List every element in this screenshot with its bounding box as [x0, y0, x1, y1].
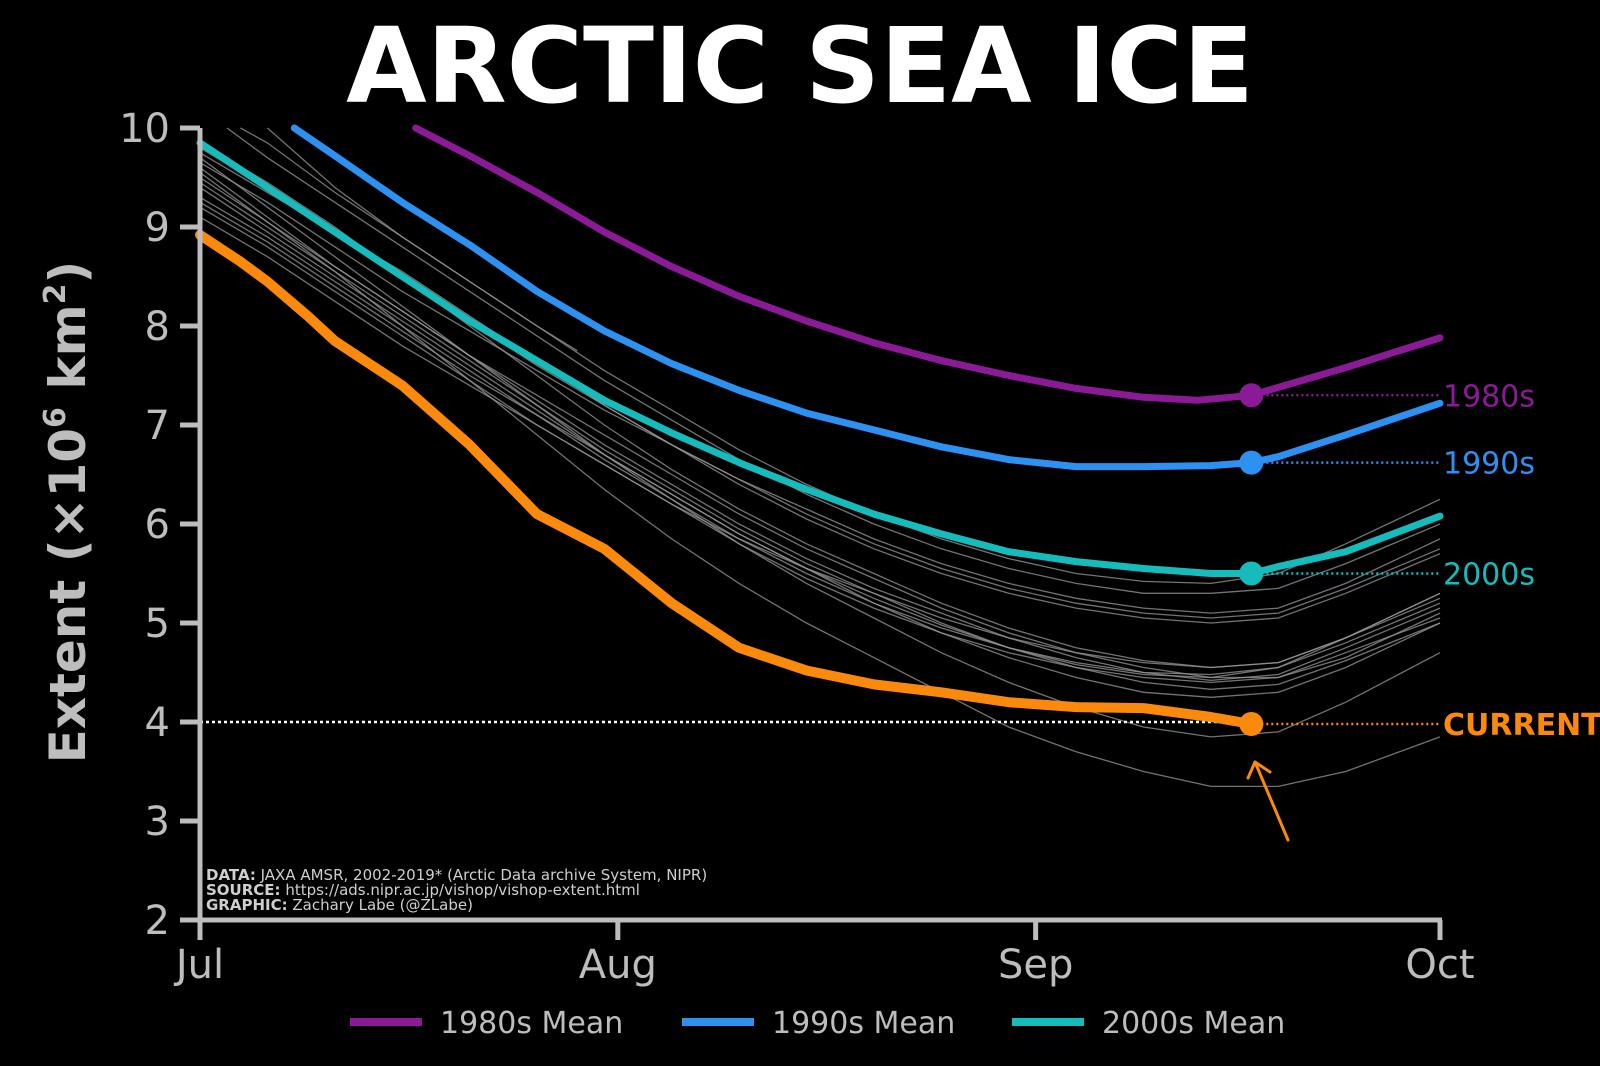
y-axis-label-sup2: 2 — [38, 283, 73, 304]
legend-label: 1980s Mean — [440, 1006, 623, 1041]
series-group — [195, 124, 1444, 729]
background-year-line — [199, 152, 1441, 624]
y-axis-label-unit: km — [39, 304, 97, 407]
marker-1980s — [1239, 383, 1264, 408]
series-line-1980s — [412, 124, 1444, 404]
x-tick-label: Aug — [579, 942, 657, 988]
series-line-current — [195, 229, 1257, 729]
x-tick-label: Oct — [1405, 942, 1474, 988]
y-tick-label: 2 — [145, 898, 170, 944]
credit-label: GRAPHIC: — [206, 896, 288, 914]
credit-line: DATA: JAXA AMSR, 2002-2019* (Arctic Data… — [206, 866, 707, 884]
credit-text: Zachary Labe (@ZLabe) — [288, 896, 473, 914]
end-label-current: CURRENT — [1443, 708, 1600, 743]
legend-label: 2000s Mean — [1102, 1006, 1285, 1041]
y-tick-label: 8 — [145, 304, 170, 350]
end-label-2000s: 2000s — [1443, 558, 1535, 593]
y-tick-label: 7 — [145, 403, 170, 449]
current-arrow — [1246, 760, 1290, 842]
end-label-1980s: 1980s — [1443, 379, 1535, 414]
marker-1990s — [1239, 450, 1264, 475]
background-year-line — [199, 201, 1441, 679]
background-year-line — [199, 167, 1441, 679]
credit-line: GRAPHIC: Zachary Labe (@ZLabe) — [206, 896, 473, 914]
credit-text: https://ads.nipr.ac.jp/vishop/vishop-ext… — [281, 881, 640, 899]
background-year-line — [199, 181, 1441, 690]
x-tick-label: Jul — [173, 942, 224, 988]
background-year-line — [199, 206, 1441, 669]
legend: 1980s Mean 1990s Mean 2000s Mean — [350, 1006, 1285, 1041]
marker-current — [1239, 711, 1264, 736]
background-year-line — [226, 127, 1441, 594]
y-tick-label: 6 — [145, 502, 170, 548]
y-tick-label: 5 — [145, 601, 170, 647]
end-labels-group: 1980s 1990s 2000s CURRENT — [1443, 379, 1600, 743]
credit-text: JAXA AMSR, 2002-2019* (Arctic Data archi… — [256, 866, 707, 884]
y-tick-label: 9 — [145, 205, 170, 251]
chart-title: ARCTIC SEA ICE — [346, 5, 1254, 127]
background-year-line — [199, 216, 1441, 684]
background-year-line — [199, 147, 1441, 619]
markers-group — [1239, 383, 1264, 736]
end-label-1990s: 1990s — [1443, 447, 1535, 482]
y-tick-label: 10 — [119, 106, 170, 152]
background-year-line — [199, 196, 1441, 676]
credit-label: DATA: — [206, 866, 256, 884]
background-year-line — [266, 127, 578, 352]
background-year-line — [199, 176, 1441, 682]
y-axis-label-close: ) — [39, 261, 97, 284]
series-line-2000s — [196, 139, 1444, 577]
credits-group: DATA: JAXA AMSR, 2002-2019* (Arctic Data… — [206, 866, 707, 914]
background-year-line — [199, 162, 1441, 614]
marker-2000s — [1239, 561, 1264, 586]
background-year-line — [199, 157, 1441, 738]
legend-label: 1990s Mean — [772, 1006, 955, 1041]
background-years — [199, 127, 1441, 788]
background-year-line — [240, 127, 1441, 585]
axes-group: 2 3 4 5 6 7 8 9 10 Jul Aug Sep Oct — [119, 106, 1474, 988]
y-axis-label: Extent (×106 km2) — [38, 261, 97, 764]
y-axis-label-sup: 6 — [38, 407, 73, 428]
y-tick-label: 4 — [145, 700, 170, 746]
end-guides — [1251, 394, 1440, 726]
series-line-1990s — [290, 124, 1444, 471]
credit-line: SOURCE: https://ads.nipr.ac.jp/vishop/vi… — [206, 881, 640, 899]
x-tick-label: Sep — [998, 942, 1073, 988]
credit-label: SOURCE: — [206, 881, 281, 899]
y-tick-label: 3 — [145, 799, 170, 845]
